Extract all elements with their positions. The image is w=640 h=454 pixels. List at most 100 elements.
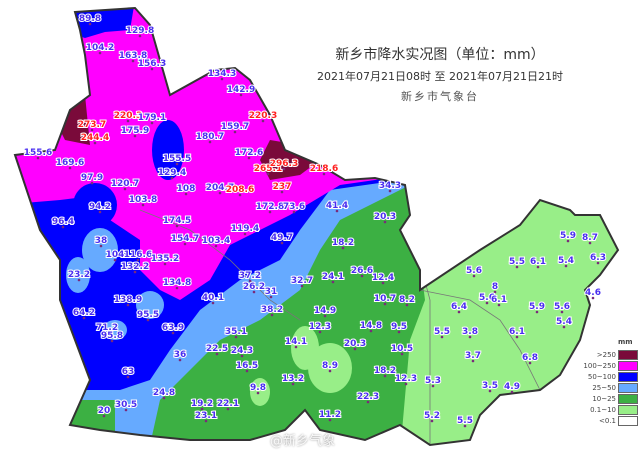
legend-swatch [618, 350, 638, 360]
station-rainfall-value: 175.9 [121, 126, 149, 136]
station-marker [328, 369, 332, 373]
station-marker [366, 400, 370, 404]
station-rainfall-value: 103.4 [202, 236, 230, 246]
station-marker [405, 303, 409, 307]
station-rainfall-value: 5.3 [425, 376, 441, 386]
station-rainfall-value: 30.5 [115, 400, 137, 410]
station-rainfall-value: 71.2 [96, 323, 118, 333]
agency-name: 新乡市气象台 [401, 90, 479, 103]
station-rainfall-value: 18.2 [374, 366, 396, 376]
station-rainfall-value: 12.3 [309, 322, 331, 332]
station-marker [211, 301, 215, 305]
station-marker [566, 239, 570, 243]
station-rainfall-value: 24.3 [231, 346, 253, 356]
station-marker [226, 407, 230, 411]
station-marker [269, 295, 273, 299]
legend-label: >250 [596, 351, 616, 359]
station-rainfall-value: 38.2 [261, 305, 283, 315]
station-marker [218, 191, 222, 195]
station-rainfall-value: 3.5 [482, 381, 498, 391]
station-rainfall-value: 23.1 [195, 411, 217, 421]
station-rainfall-value: 119.4 [231, 224, 259, 234]
station-rainfall-value: 108 [177, 184, 196, 194]
zone-0-1-10-patch [308, 343, 352, 393]
station-rainfall-value: 12.3 [395, 374, 417, 384]
station-rainfall-value: 179.1 [138, 113, 166, 123]
map-title: 新乡市降水实况图（单位：mm） [335, 47, 545, 63]
station-marker [200, 407, 204, 411]
legend-label: 50~100 [587, 373, 616, 381]
station-rainfall-value: 129.8 [126, 26, 154, 36]
station-rainfall-value: 6.1 [509, 327, 525, 337]
station-rainfall-value: 14.1 [285, 337, 307, 347]
station-marker [397, 330, 401, 334]
station-marker [175, 162, 179, 166]
station-marker [150, 67, 154, 71]
station-marker [98, 51, 102, 55]
station-rainfall-value: 5.6 [479, 293, 495, 303]
station-rainfall-value: 11.2 [319, 410, 341, 420]
station-marker [497, 303, 501, 307]
station-marker [162, 396, 166, 400]
station-marker [294, 345, 298, 349]
station-marker [36, 156, 40, 160]
station-marker [322, 172, 326, 176]
station-marker [133, 270, 137, 274]
station-marker [113, 258, 117, 262]
legend-label: 0.1~10 [590, 406, 616, 414]
legend-swatch [618, 416, 638, 426]
station-marker [136, 258, 140, 262]
station-rainfall-value: 5.5 [509, 257, 525, 267]
zone-25-50-patch [66, 257, 90, 293]
station-marker [388, 189, 392, 193]
station-rainfall-value: 218.6 [310, 164, 338, 174]
station-rainfall-value: 12.4 [372, 273, 394, 283]
station-rainfall-value: 135.2 [151, 254, 179, 264]
zone-0-1-10-patch [250, 378, 270, 406]
station-marker [123, 187, 127, 191]
station-rainfall-value: 273.7 [78, 120, 106, 130]
station-marker [146, 318, 150, 322]
station-marker [596, 261, 600, 265]
station-marker [214, 244, 218, 248]
station-rainfall-value: 26.2 [243, 282, 265, 292]
station-rainfall-value: 204.7 [206, 183, 234, 193]
zone-25-50-patch [103, 320, 127, 340]
station-rainfall-value: 38 [95, 236, 108, 246]
station-rainfall-value: 40.1 [202, 293, 224, 303]
station-rainfall-value: 5.9 [529, 302, 545, 312]
station-marker [124, 408, 128, 412]
station-marker [150, 121, 154, 125]
station-marker [328, 418, 332, 422]
station-rainfall-value: 96.4 [52, 217, 74, 227]
station-marker [220, 77, 224, 81]
station-marker [68, 166, 72, 170]
station-marker [90, 128, 94, 132]
station-marker [282, 167, 286, 171]
station-marker [440, 335, 444, 339]
station-rainfall-value: 5.2 [424, 411, 440, 421]
station-rainfall-value: 19.2 [191, 399, 213, 409]
station-marker [431, 384, 435, 388]
station-marker [183, 242, 187, 246]
legend-swatch [618, 405, 638, 415]
station-marker [252, 290, 256, 294]
station-marker [233, 130, 237, 134]
station-rainfall-value: 5.9 [560, 231, 576, 241]
legend-label: <0.1 [599, 417, 616, 425]
station-rainfall-value: 103.8 [129, 195, 157, 205]
station-rainfall-value: 104 [106, 250, 125, 260]
legend-label: 10~25 [592, 395, 616, 403]
station-rainfall-value: 169.6 [56, 158, 84, 168]
station-rainfall-value: 138.9 [114, 295, 142, 305]
station-marker [261, 119, 265, 123]
station-rainfall-value: 14.8 [360, 321, 382, 331]
station-rainfall-value: 6.1 [530, 257, 546, 267]
station-marker [256, 391, 260, 395]
station-marker [562, 325, 566, 329]
legend-item: <0.1 [588, 416, 638, 427]
zone-50-100-patch [73, 183, 117, 227]
station-marker [515, 335, 519, 339]
